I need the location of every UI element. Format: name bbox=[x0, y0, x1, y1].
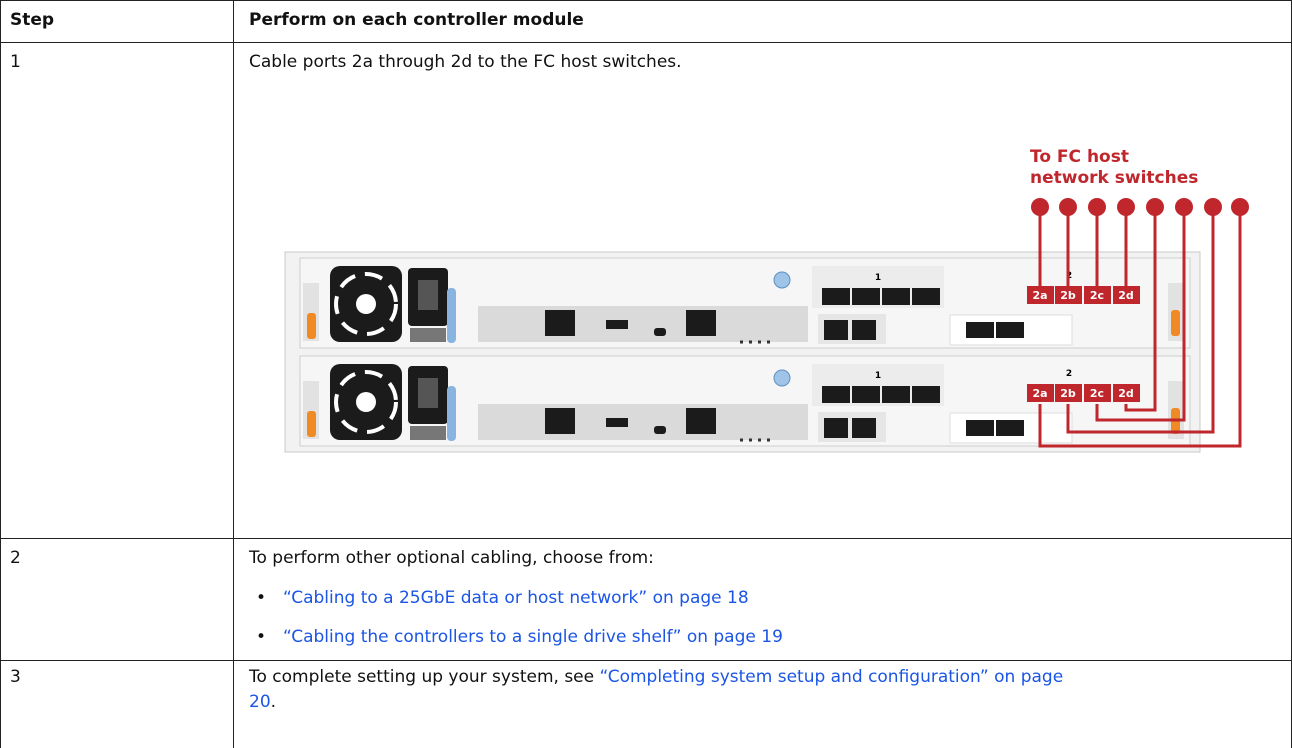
sfp bbox=[822, 288, 850, 305]
latch bbox=[307, 411, 316, 437]
link[interactable]: 20 bbox=[249, 692, 271, 712]
cable-end bbox=[1088, 198, 1106, 216]
power-base bbox=[410, 426, 446, 440]
port-label: 2b bbox=[1060, 387, 1076, 400]
step: 3 bbox=[10, 667, 21, 687]
sfp bbox=[966, 322, 994, 338]
bullet: • bbox=[256, 588, 267, 608]
cable-end bbox=[1059, 198, 1077, 216]
cable-end bbox=[1117, 198, 1135, 216]
screw bbox=[773, 271, 791, 289]
fc-port bbox=[1055, 384, 1082, 402]
step: 2 bbox=[10, 548, 21, 568]
slot-label: 2 bbox=[1066, 369, 1072, 379]
fan-blade bbox=[334, 272, 398, 336]
rj45 bbox=[686, 408, 716, 434]
slot-label: 1 bbox=[875, 371, 881, 381]
cable-end bbox=[1231, 198, 1249, 216]
text: . bbox=[270, 692, 277, 712]
sfp bbox=[912, 288, 940, 305]
fc-port bbox=[1027, 286, 1054, 304]
screw bbox=[773, 369, 791, 387]
fc-port bbox=[1027, 384, 1054, 402]
panel bbox=[478, 306, 808, 342]
step: 1 bbox=[10, 52, 21, 72]
text: To complete setting up your system, see … bbox=[249, 667, 1063, 687]
port-label: 2c bbox=[1090, 387, 1104, 400]
fc-port bbox=[1084, 286, 1111, 304]
rj45 bbox=[852, 418, 876, 438]
fc-port bbox=[1113, 286, 1140, 304]
power-base bbox=[410, 328, 446, 342]
cable-end bbox=[1204, 198, 1222, 216]
port-label: 2a bbox=[1032, 289, 1047, 302]
cable-end bbox=[1031, 198, 1049, 216]
usb bbox=[606, 418, 628, 427]
rj45 bbox=[686, 310, 716, 336]
indicator bbox=[447, 386, 456, 441]
sfp bbox=[882, 386, 910, 403]
cable bbox=[1038, 207, 1242, 448]
fan-hub bbox=[356, 392, 376, 412]
port-label: 2d bbox=[1118, 289, 1134, 302]
port-label: 2a bbox=[1032, 387, 1047, 400]
header: Step bbox=[10, 10, 55, 30]
rj45 bbox=[545, 310, 575, 336]
sfp bbox=[882, 288, 910, 305]
header: Perform on each controller module bbox=[249, 10, 584, 30]
rj45 bbox=[545, 408, 575, 434]
power-socket bbox=[418, 280, 438, 310]
power-socket bbox=[418, 378, 438, 408]
text: To complete setting up your system, see bbox=[249, 667, 600, 687]
sfp bbox=[912, 386, 940, 403]
callout: To FC host bbox=[1030, 147, 1129, 167]
callout: network switches bbox=[1030, 168, 1198, 188]
rj45 bbox=[824, 320, 848, 340]
fc-port bbox=[1113, 384, 1140, 402]
port-label: 2b bbox=[1060, 289, 1076, 302]
cable bbox=[1066, 207, 1215, 434]
indicator bbox=[447, 288, 456, 343]
mini-port bbox=[654, 328, 666, 336]
port-label: 2d bbox=[1118, 387, 1134, 400]
fc-port bbox=[1084, 384, 1111, 402]
rj45 bbox=[852, 320, 876, 340]
fan-hub bbox=[356, 294, 376, 314]
latch bbox=[1171, 310, 1180, 336]
sfp bbox=[852, 386, 880, 403]
fc-port bbox=[1055, 286, 1082, 304]
sfp bbox=[996, 322, 1024, 338]
link[interactable]: “Cabling the controllers to a single dri… bbox=[283, 627, 783, 647]
link[interactable]: “Completing system setup and configurati… bbox=[599, 667, 1064, 687]
sfp bbox=[822, 386, 850, 403]
usb bbox=[606, 320, 628, 329]
cable-end bbox=[1146, 198, 1164, 216]
text: Cable ports 2a through 2d to the FC host… bbox=[249, 52, 682, 72]
bullet: • bbox=[256, 627, 267, 647]
text: To perform other optional cabling, choos… bbox=[249, 548, 654, 568]
sfp bbox=[966, 420, 994, 436]
slot-label: 1 bbox=[875, 273, 881, 283]
fan-blade bbox=[334, 370, 398, 434]
text: 20. bbox=[249, 692, 276, 712]
link[interactable]: “Cabling to a 25GbE data or host network… bbox=[283, 588, 749, 608]
rj45 bbox=[824, 418, 848, 438]
sfp bbox=[996, 420, 1024, 436]
latch bbox=[307, 313, 316, 339]
cable bbox=[1095, 207, 1186, 422]
sfp bbox=[852, 288, 880, 305]
panel bbox=[478, 404, 808, 440]
port-label: 2c bbox=[1090, 289, 1104, 302]
cable-end bbox=[1175, 198, 1193, 216]
cable bbox=[1124, 207, 1157, 412]
mini-port bbox=[654, 426, 666, 434]
